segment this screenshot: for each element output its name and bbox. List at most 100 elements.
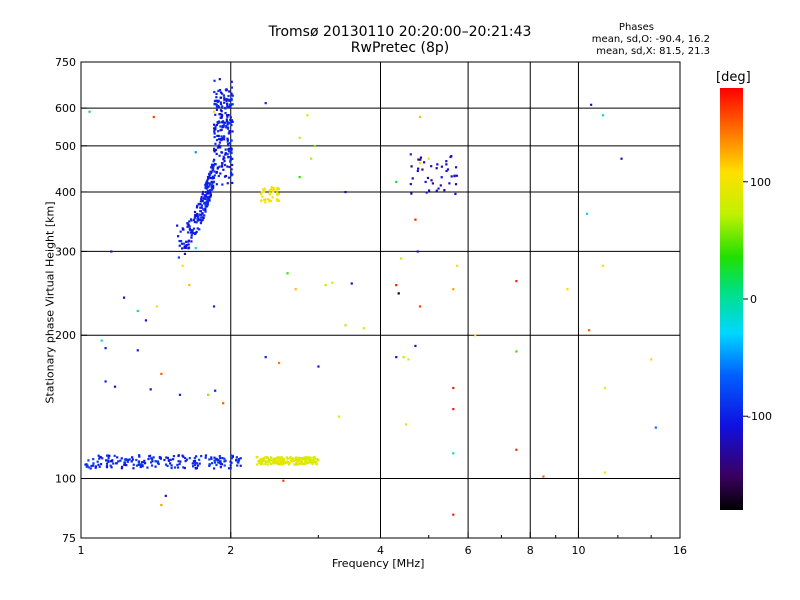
data-point (205, 180, 209, 183)
x-axis-label: Frequency [MHz] (332, 557, 425, 570)
data-point (210, 165, 214, 168)
x-tick-label: 2 (227, 544, 234, 557)
data-point (411, 177, 414, 180)
data-point (436, 163, 439, 166)
data-point (152, 115, 155, 119)
data-point (223, 96, 226, 99)
data-point (220, 139, 223, 142)
data-point (204, 205, 207, 208)
data-point (587, 329, 591, 332)
data-point (272, 459, 275, 462)
data-point (183, 246, 186, 249)
data-point (277, 199, 280, 202)
data-point (200, 213, 203, 217)
data-point (223, 457, 226, 460)
data-point (302, 462, 305, 465)
data-point (313, 458, 316, 461)
data-point (213, 135, 216, 139)
data-point (222, 135, 226, 138)
data-point (86, 464, 89, 467)
data-point (223, 160, 226, 163)
data-point (304, 457, 307, 461)
data-point (208, 199, 211, 202)
data-point (211, 462, 214, 465)
data-point (445, 169, 448, 173)
data-point (156, 460, 160, 463)
data-point (445, 160, 448, 163)
data-point (264, 462, 267, 465)
data-point (224, 111, 227, 115)
data-point (228, 90, 231, 93)
data-point (111, 459, 114, 463)
grid-lines (81, 62, 680, 538)
data-point (193, 456, 196, 460)
data-point (416, 169, 419, 173)
data-point (107, 459, 110, 462)
data-point (212, 305, 216, 308)
data-point (210, 163, 214, 166)
data-point (293, 463, 296, 466)
data-point (198, 462, 201, 465)
data-point (206, 199, 209, 202)
data-point (305, 458, 308, 461)
data-point (654, 426, 657, 429)
data-point (282, 460, 285, 463)
data-point (230, 119, 233, 122)
data-point (416, 250, 419, 253)
data-point (418, 115, 422, 119)
colorbar-unit-label: [deg] (716, 70, 751, 85)
data-point (228, 121, 231, 124)
data-point (169, 462, 172, 465)
colorbar-tick-label: 100 (750, 176, 771, 189)
data-point (230, 139, 233, 142)
data-point (229, 464, 232, 467)
data-point (239, 457, 242, 460)
data-point (136, 309, 139, 313)
data-point (219, 457, 222, 460)
data-point (397, 292, 400, 295)
y-tick-label: 75 (62, 532, 76, 545)
data-point (225, 114, 229, 117)
data-point (151, 460, 154, 463)
data-point (204, 454, 208, 457)
data-point (100, 339, 103, 342)
data-point (140, 461, 144, 464)
data-point (149, 388, 152, 391)
data-point (226, 123, 229, 126)
data-point (221, 92, 224, 95)
data-point (143, 459, 146, 462)
data-point (272, 186, 275, 190)
data-point (122, 296, 126, 299)
data-point (178, 462, 181, 466)
data-point (209, 188, 212, 192)
data-point (125, 458, 128, 461)
data-point (139, 464, 143, 468)
data-point (136, 349, 139, 352)
data-point (297, 459, 300, 463)
data-point (188, 220, 191, 223)
data-point (85, 463, 88, 466)
data-point (421, 168, 424, 171)
data-point (123, 463, 126, 466)
data-point (216, 166, 219, 169)
data-point (227, 176, 231, 179)
data-point (287, 463, 291, 466)
data-point (212, 110, 216, 113)
data-point (212, 149, 216, 152)
data-point (190, 236, 193, 239)
data-point (163, 458, 166, 462)
data-point (96, 460, 99, 463)
data-point (224, 174, 228, 178)
data-point (182, 455, 185, 458)
data-point (449, 155, 452, 159)
data-point (89, 467, 92, 470)
data-point (223, 121, 227, 124)
data-point (181, 264, 184, 267)
data-point (288, 462, 291, 465)
data-point (228, 142, 232, 145)
data-point (99, 463, 103, 466)
data-point (229, 159, 232, 162)
data-point (191, 231, 195, 235)
data-point (295, 460, 299, 463)
